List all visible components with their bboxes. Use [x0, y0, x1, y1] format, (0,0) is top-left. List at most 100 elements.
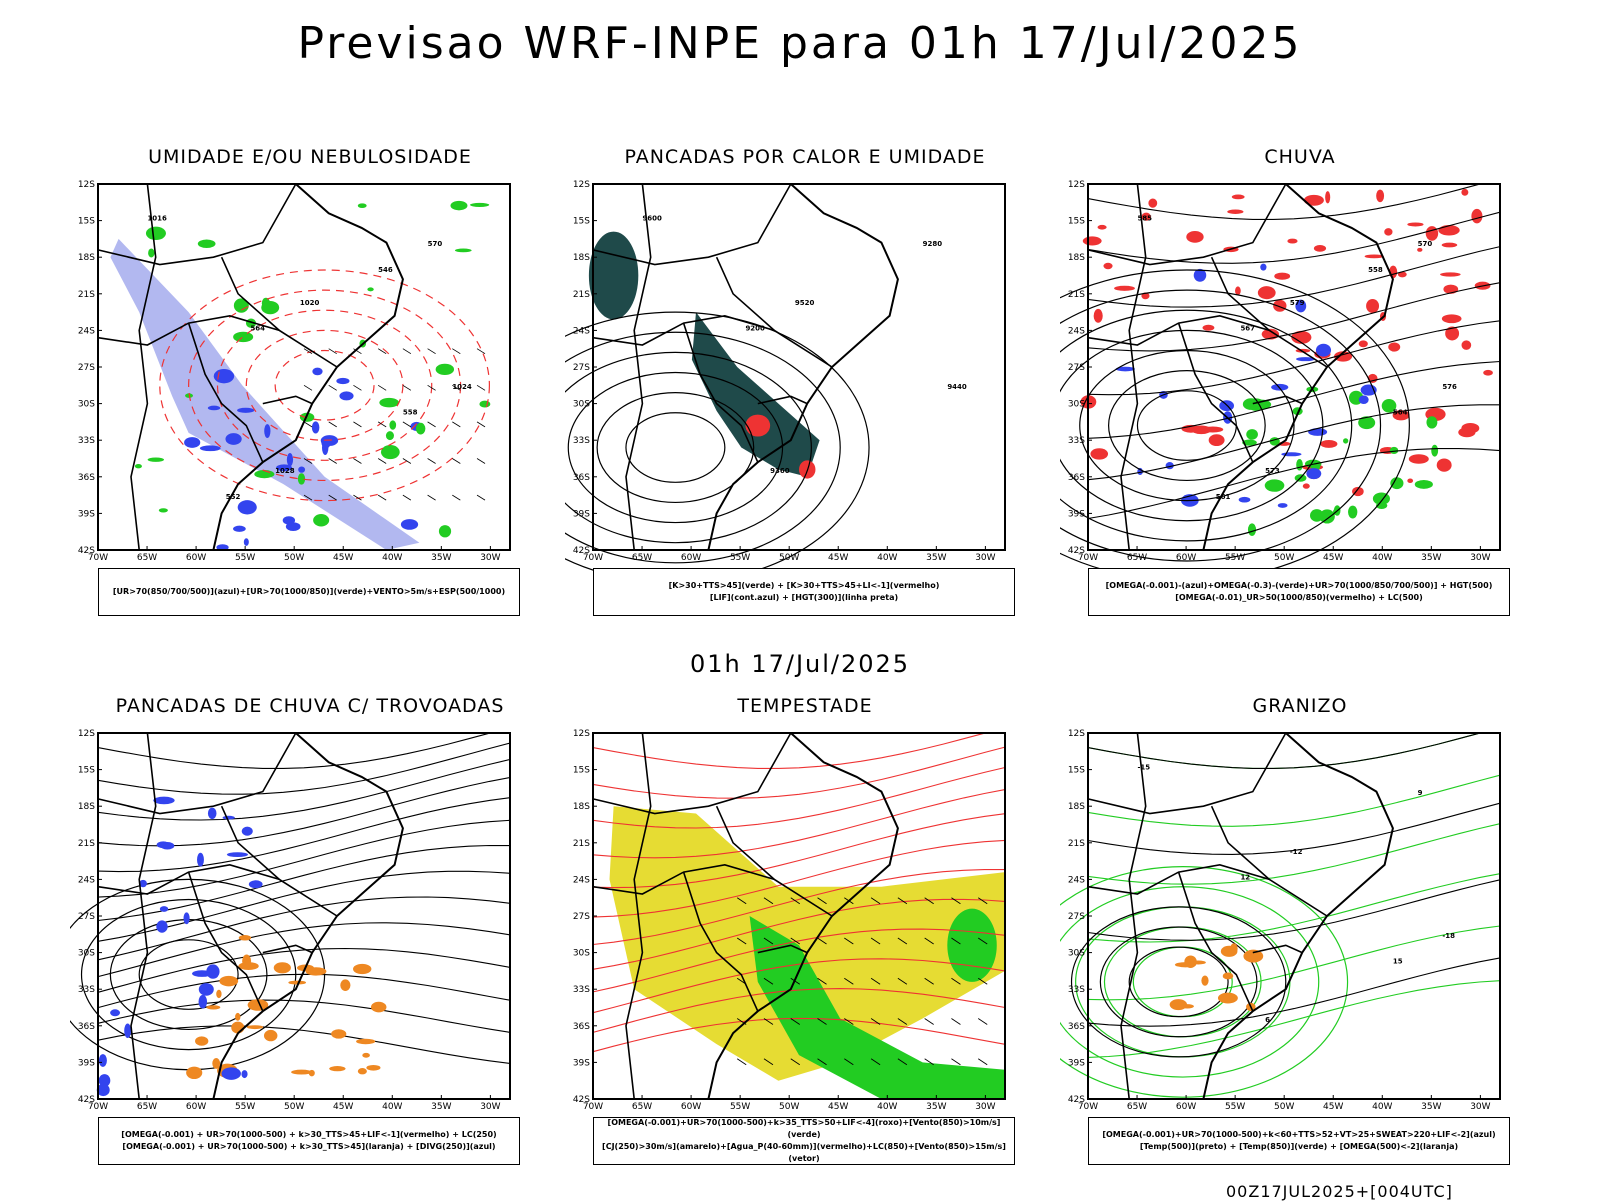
lat-label: 30S — [573, 400, 590, 410]
lat-label: 30S — [1068, 400, 1085, 410]
streamline — [97, 922, 511, 978]
temp850-contour — [1087, 774, 1501, 827]
convection-area — [273, 962, 291, 974]
humidity-low-area — [380, 445, 400, 460]
omega-area — [1246, 429, 1258, 440]
omega-weak-area — [1115, 366, 1135, 372]
rain-area — [1384, 228, 1393, 236]
temp850-contour — [1103, 926, 1262, 1038]
panel-umidade: UMIDADE E/OU NEBULOSIDADE 1016 1020 1024 10… — [70, 146, 550, 616]
humidity-high-area — [264, 424, 271, 438]
omega-area — [1230, 943, 1238, 955]
humidity-area — [110, 238, 420, 550]
border-line — [1252, 944, 1303, 954]
humidity-low-area — [357, 203, 367, 209]
omega-area — [1390, 477, 1404, 490]
panel-tempestade: TEMPESTADE 12S 15S 18S 21S 24S 27S 30S 33S 36S 39… — [565, 695, 1045, 1165]
lon-label: 45W — [1323, 553, 1343, 563]
convection-area — [247, 999, 269, 1011]
streamline — [97, 1025, 511, 1064]
omega-weak-area — [1137, 467, 1143, 476]
height-contour — [1060, 329, 1324, 522]
rain-area — [1483, 369, 1493, 376]
omega-weak-area — [1219, 400, 1235, 412]
rain-area — [1291, 330, 1312, 344]
streamline — [97, 776, 511, 847]
lon-label: 55W — [730, 1102, 750, 1112]
panel-title: UMIDADE E/OU NEBULOSIDADE — [148, 146, 472, 168]
wind-vector — [790, 977, 801, 985]
thickness-contour — [274, 349, 375, 421]
border-line — [1087, 863, 1328, 917]
lat-label: 12S — [1068, 729, 1085, 739]
humidity-high-area — [336, 377, 350, 385]
thickness-contour — [159, 269, 491, 502]
lon-label: 40W — [1372, 1102, 1392, 1112]
instability-area — [691, 312, 820, 477]
humidity-low-area — [379, 397, 399, 408]
omega-weak-area — [1277, 503, 1288, 508]
wind-vector — [377, 348, 387, 355]
panel-pancadas-calor: PANCADAS POR CALOR E UMIDADE 9600 9520 944… — [565, 146, 1045, 616]
humidity-low-area — [158, 508, 168, 513]
lon-label: 30W — [480, 553, 500, 563]
border-line — [97, 863, 338, 917]
map-chuva: 585 579 576 573 570 567 564 561 558 12S 15S 18S 21S 2… — [1060, 180, 1501, 582]
wind-vector — [402, 458, 412, 464]
humidity-low-area — [450, 200, 468, 211]
map-pancadas-calor: 9600 9520 9440 9360 9280 9200 12S 15S 18S 21S 24S 2… — [565, 180, 1006, 584]
wind-vector — [844, 897, 854, 905]
border-line — [715, 805, 775, 880]
divergence-area — [110, 1009, 121, 1017]
lat-label: 39S — [1068, 1058, 1085, 1068]
streamline — [592, 898, 1006, 970]
wind-vector — [817, 937, 827, 945]
humidity-high-area — [400, 519, 419, 530]
lat-label: 24S — [78, 326, 95, 336]
height-contour — [1107, 370, 1266, 482]
wind-vector — [817, 977, 827, 985]
rain-area — [1257, 286, 1276, 300]
wind-vector — [763, 897, 774, 905]
contour-label: 561 — [1216, 493, 1231, 501]
humidity-high-area — [233, 525, 246, 532]
wind-vector — [763, 1058, 774, 1066]
border-line — [1120, 732, 1147, 1100]
rain-area — [1441, 242, 1458, 248]
wind-vector — [977, 977, 988, 985]
lat-label: 15S — [573, 766, 590, 776]
rain-area — [1417, 247, 1423, 252]
wind-vector — [328, 458, 337, 464]
streamline — [592, 1017, 1006, 1053]
border-line — [1087, 183, 1287, 266]
streamline — [138, 939, 239, 1010]
lat-label: 39S — [1068, 509, 1085, 519]
rain-area — [1287, 238, 1298, 244]
streamline — [592, 928, 1006, 993]
wind-vector — [427, 384, 436, 391]
panel-legend: [UR>70(850/700/500)](azul)+[UR>70(1000/8… — [98, 568, 520, 616]
omega-area — [1201, 975, 1209, 986]
contour-label: 567 — [1240, 324, 1255, 332]
convection-area — [212, 1058, 221, 1069]
convection-area — [291, 1069, 312, 1075]
lon-label: 70W — [1078, 553, 1098, 563]
omega-area — [1348, 505, 1358, 519]
wind-vector — [377, 421, 387, 428]
omega-area — [1264, 479, 1285, 492]
divergence-area — [156, 920, 168, 933]
lon-label: 45W — [333, 1102, 353, 1112]
lon-label: 65W — [632, 1102, 652, 1112]
wind-vector — [328, 494, 337, 501]
wind-vector — [736, 1058, 747, 1066]
legend-line: [UR>70(850/700/500)](azul)+[UR>70(1000/8… — [112, 587, 506, 596]
wind-vector — [844, 977, 854, 985]
wind-850-area — [947, 908, 997, 982]
border-line — [682, 871, 759, 1012]
convection-area — [366, 1064, 381, 1071]
omega-area — [1426, 416, 1438, 429]
lat-label: 36S — [1068, 473, 1085, 483]
legend-line: [OMEGA(-0.001) + UR>70(1000-500) + k>30_… — [122, 1142, 496, 1151]
divergence-area — [198, 983, 214, 996]
height-contour — [1087, 211, 1501, 264]
